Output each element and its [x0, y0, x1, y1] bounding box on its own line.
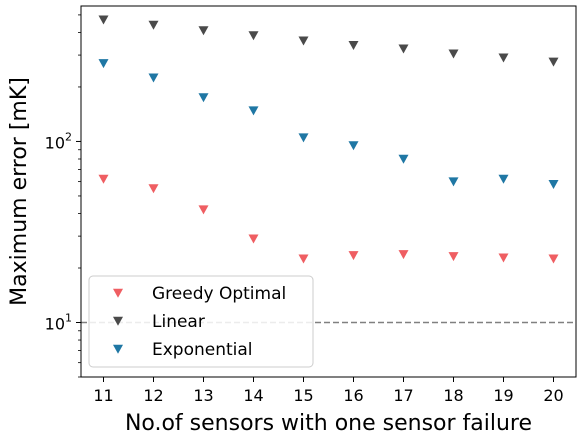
x-tick-label: 11 — [93, 386, 113, 405]
x-tick-label: 19 — [493, 386, 513, 405]
data-point-greedy-optimal — [98, 174, 109, 184]
data-point-linear — [298, 36, 309, 46]
y-axis-label: Maximum error [mK] — [7, 77, 32, 306]
legend-box — [88, 275, 314, 368]
legend-label: Linear — [152, 312, 205, 332]
data-point-exponential — [248, 106, 259, 116]
x-tick-label: 16 — [343, 386, 363, 405]
x-tick-label: 12 — [143, 386, 163, 405]
x-tick-label: 17 — [393, 386, 413, 405]
legend-marker — [113, 288, 123, 298]
x-axis-label: No.of sensors with one sensor failure — [125, 411, 532, 436]
y-tick-label: 101 — [45, 312, 72, 334]
plot-area — [81, 15, 576, 324]
plot-frame — [80, 5, 577, 378]
data-point-greedy-optimal — [348, 251, 359, 261]
data-point-linear — [148, 20, 159, 30]
x-tick-label: 20 — [543, 386, 563, 405]
data-point-linear — [548, 57, 559, 67]
data-point-exponential — [448, 177, 459, 187]
data-point-greedy-optimal — [298, 254, 309, 264]
x-tick-label: 14 — [243, 386, 263, 405]
data-point-linear — [498, 53, 509, 63]
data-point-exponential — [148, 73, 159, 83]
data-point-exponential — [548, 180, 559, 190]
data-point-linear — [448, 49, 459, 59]
y-tick-exponent: 2 — [65, 130, 72, 143]
data-point-greedy-optimal — [548, 254, 559, 264]
data-point-exponential — [498, 174, 509, 184]
x-tick-label: 13 — [193, 386, 213, 405]
y-tick-label: 102 — [45, 130, 72, 152]
data-point-greedy-optimal — [198, 205, 209, 215]
y-tick-base: 10 — [45, 315, 65, 334]
data-point-linear — [248, 31, 259, 41]
data-point-greedy-optimal — [448, 252, 459, 262]
data-point-greedy-optimal — [248, 234, 259, 244]
legend-label: Exponential — [152, 340, 253, 360]
data-point-greedy-optimal — [398, 250, 409, 260]
legend-marker — [113, 316, 123, 326]
data-point-exponential — [98, 59, 109, 69]
data-point-linear — [348, 40, 359, 50]
legend: Greedy Optimal Linear Exponential — [88, 275, 314, 368]
data-point-linear — [98, 15, 109, 25]
data-point-linear — [398, 44, 409, 54]
y-tick-base: 10 — [45, 133, 65, 152]
legend-label: Greedy Optimal — [152, 284, 286, 304]
data-point-exponential — [198, 93, 209, 103]
data-point-greedy-optimal — [148, 184, 159, 194]
legend-marker — [113, 344, 123, 354]
data-point-greedy-optimal — [498, 253, 509, 263]
data-point-exponential — [398, 154, 409, 164]
data-point-exponential — [348, 141, 359, 151]
x-tick-label: 18 — [443, 386, 463, 405]
data-point-exponential — [298, 133, 309, 143]
y-tick-exponent: 1 — [65, 312, 72, 325]
x-tick-label: 15 — [293, 386, 313, 405]
data-point-linear — [198, 26, 209, 36]
